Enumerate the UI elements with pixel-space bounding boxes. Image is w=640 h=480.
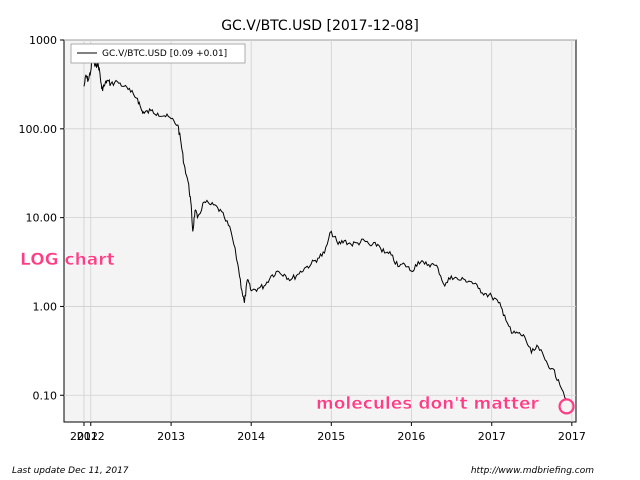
x-tick-label: 2014 bbox=[237, 430, 265, 443]
x-tick-label: 2012 bbox=[70, 430, 98, 443]
annotation-molecules: molecules don't matter bbox=[316, 394, 539, 414]
annotation-log-chart: LOG chart bbox=[20, 250, 115, 270]
legend: GC.V/BTC.USD [0.09 +0.01] bbox=[70, 43, 246, 64]
x-tick-label: 2016 bbox=[397, 430, 425, 443]
y-tick-label: 1.00 bbox=[33, 300, 58, 313]
legend-box bbox=[70, 43, 246, 64]
plot-area bbox=[63, 39, 577, 423]
y-tick-label: 100.00 bbox=[19, 123, 58, 136]
x-tick-label: 2015 bbox=[317, 430, 345, 443]
annotation-marker bbox=[558, 398, 575, 415]
y-tick-label: 10.00 bbox=[26, 212, 58, 225]
y-tick-label: 1000 bbox=[29, 34, 57, 47]
grid bbox=[64, 39, 576, 422]
x-tick-label: 2012 bbox=[77, 430, 105, 443]
y-tick-label: 0.10 bbox=[33, 389, 58, 402]
footer-last-update: Last update Dec 11, 2017 bbox=[12, 466, 129, 476]
x-tick-label: 2017 bbox=[558, 430, 586, 443]
chart-title: GC.V/BTC.USD [2017-12-08] bbox=[221, 18, 419, 34]
series-line bbox=[83, 53, 567, 400]
x-tick-label: 2017 bbox=[478, 430, 506, 443]
x-tick-label: 2013 bbox=[157, 430, 185, 443]
footer-url: http://www.mdbriefing.com bbox=[471, 466, 594, 476]
legend-label: GC.V/BTC.USD [0.09 +0.01] bbox=[102, 49, 227, 59]
